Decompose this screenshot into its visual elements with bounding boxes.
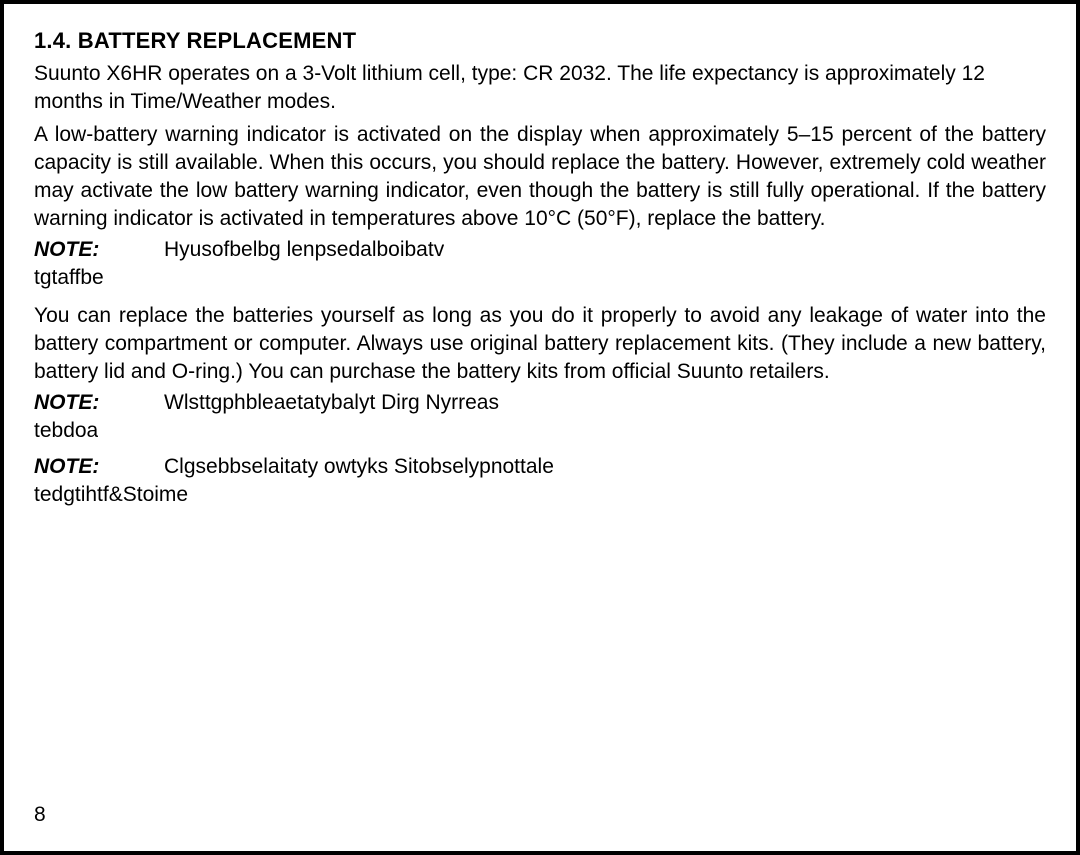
- paragraph-3: You can replace the batteries yourself a…: [34, 302, 1046, 385]
- note-2-garbled-line-1: Wlsttgphbleaetatybalyt Dirg Nyrreas: [164, 391, 499, 415]
- note-3-garbled-line-1: Clgsebbselaitaty owtyks Sitobselypnottal…: [164, 455, 554, 479]
- paragraph-1: Suunto X6HR operates on a 3-Volt lithium…: [34, 60, 1046, 115]
- note-1-label: NOTE:: [34, 238, 99, 262]
- note-1: NOTE: Hyusofbelbg lenpsedalboibatv tgtaf…: [34, 238, 1046, 292]
- paragraph-2: A low-battery warning indicator is activ…: [34, 121, 1046, 232]
- page: 1.4. BATTERY REPLACEMENT Suunto X6HR ope…: [0, 0, 1080, 855]
- note-1-garbled-line-1: Hyusofbelbg lenpsedalboibatv: [164, 238, 444, 262]
- section-heading: 1.4. BATTERY REPLACEMENT: [34, 28, 1046, 54]
- note-2-garbled-line-2: tebdoa: [34, 419, 98, 443]
- note-3-label: NOTE:: [34, 455, 99, 479]
- note-3-garbled-line-2: tedgtihtf&Stoime: [34, 483, 188, 507]
- note-2-label: NOTE:: [34, 391, 99, 415]
- page-number: 8: [34, 803, 46, 827]
- note-2: NOTE: Wlsttgphbleaetatybalyt Dirg Nyrrea…: [34, 391, 1046, 445]
- note-3: NOTE: Clgsebbselaitaty owtyks Sitobselyp…: [34, 455, 1046, 509]
- note-1-garbled-line-2: tgtaffbe: [34, 266, 104, 290]
